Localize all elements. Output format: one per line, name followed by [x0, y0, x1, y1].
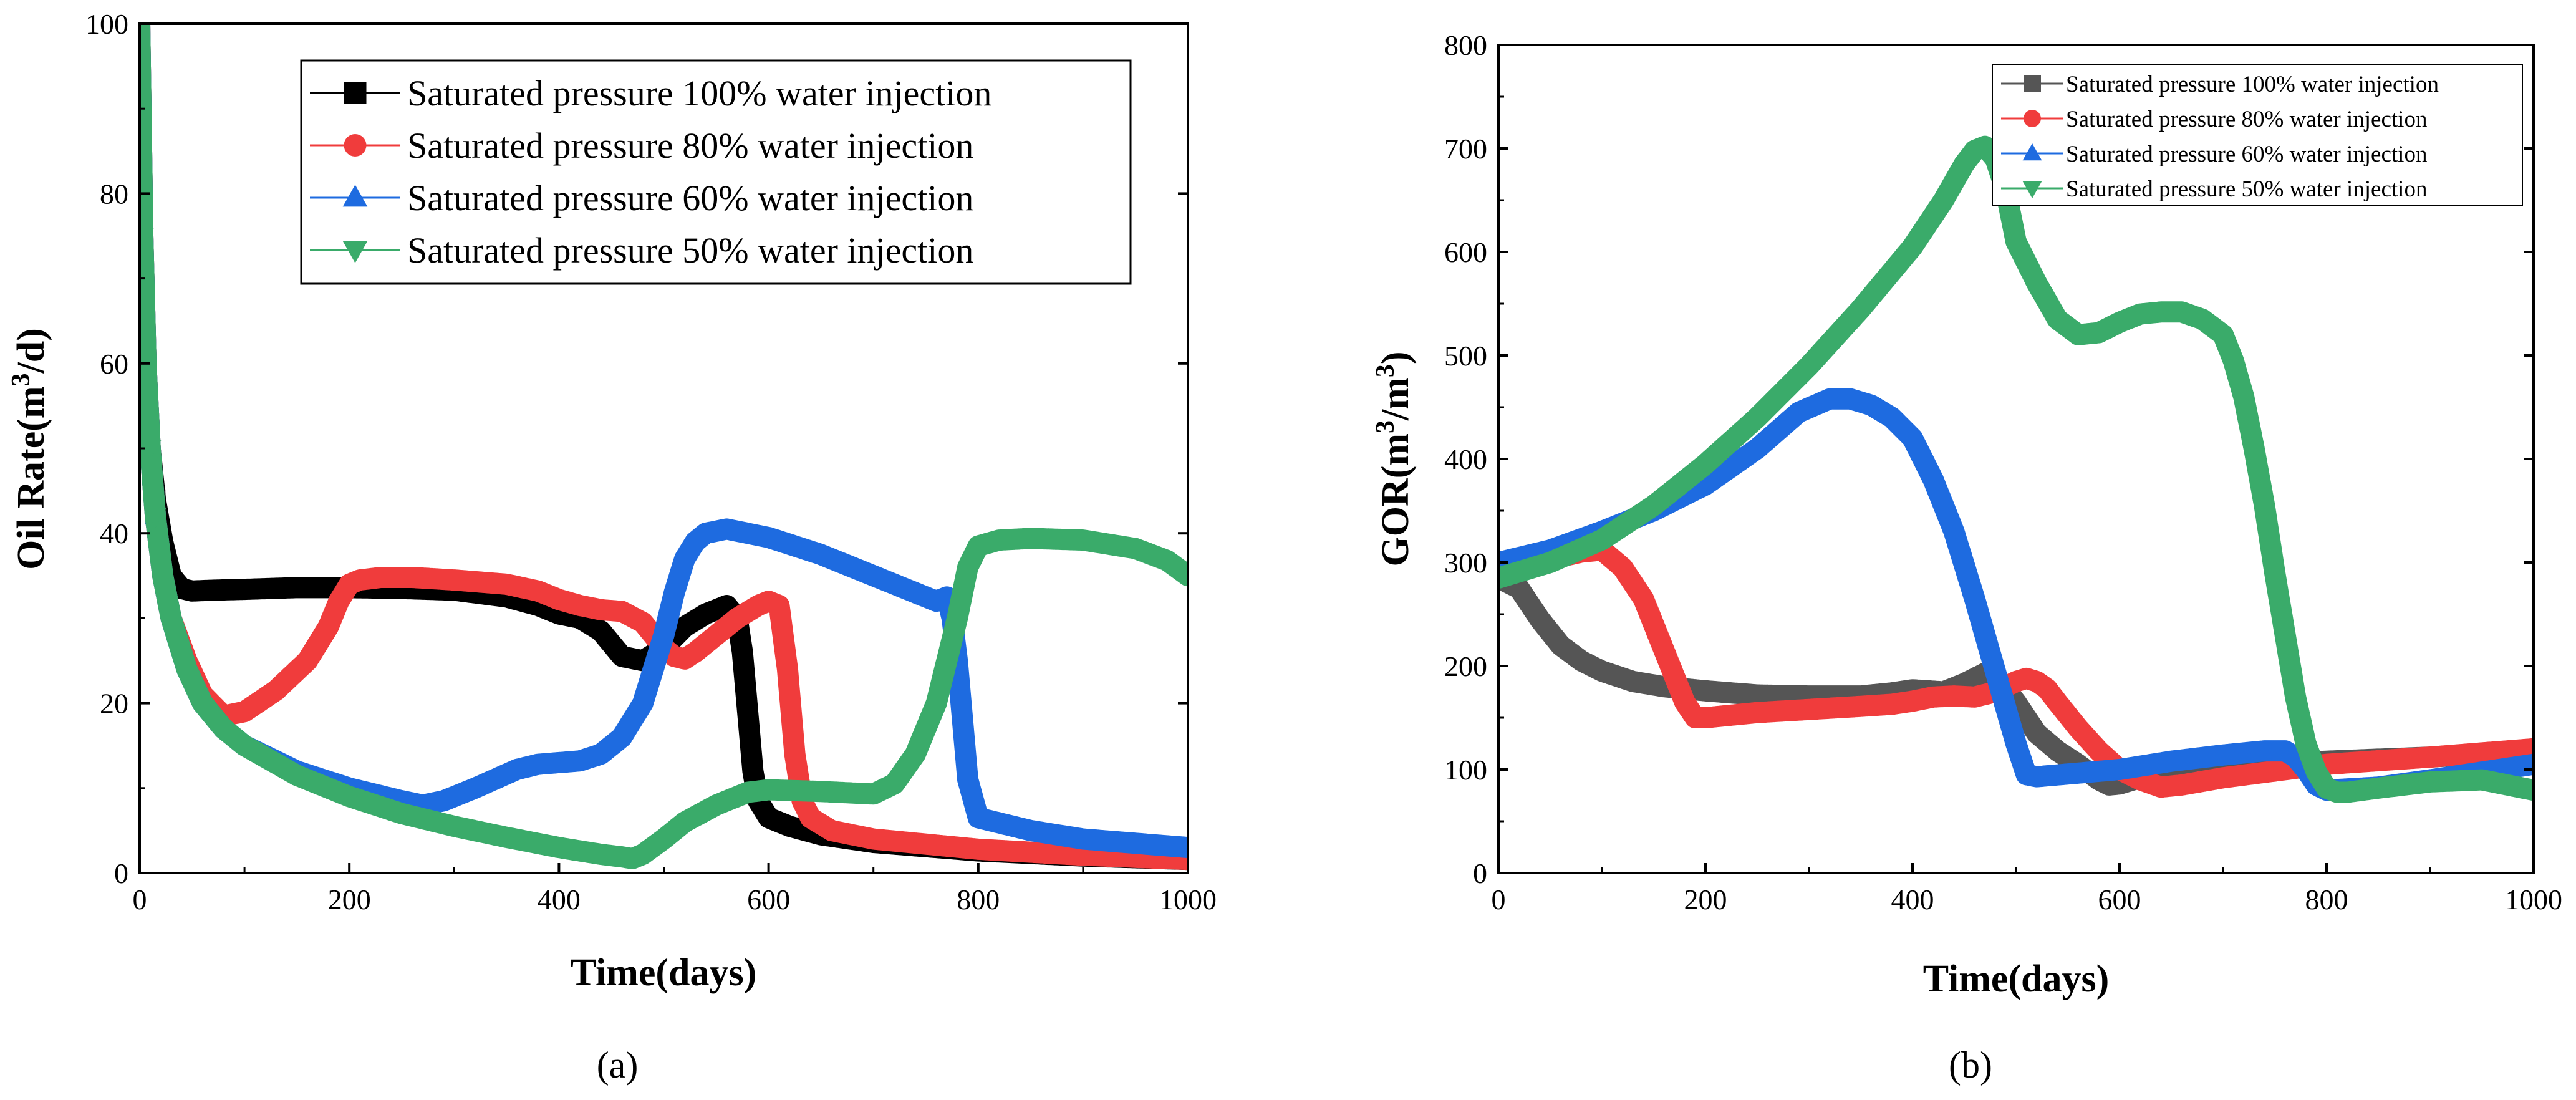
panel-a-legend-entries: Saturated pressure 100% water injection S…	[310, 73, 991, 271]
panel-b-legend-marker	[2024, 75, 2041, 92]
panel-a-x-axis-title: Time(days)	[571, 952, 757, 994]
panel-a-legend-item: Saturated pressure 80% water injection	[310, 125, 973, 166]
panel-b-yticks: 0 100 200 300 400 500 600 700 800	[1444, 29, 2534, 889]
panel-b-ytick-label: 400	[1444, 443, 1487, 475]
panel-a-ytick-label: 80	[100, 178, 128, 210]
panel-a-y-axis-title-base: Oil Rate(m	[10, 386, 52, 569]
panel-a-series-layer	[140, 24, 1188, 871]
panel-b-legend-marker	[2024, 110, 2041, 127]
panel-b-ytick-label: 800	[1444, 29, 1487, 61]
panel-a-y-axis-title-sup: 3	[7, 373, 36, 386]
panel-a-series-3-point	[140, 228, 154, 248]
panel-b-series-3	[1498, 135, 2534, 803]
panel-b-y-axis-title-sup2: 3	[1371, 364, 1400, 377]
panel-b-ytick-label: 700	[1444, 133, 1487, 165]
panel-b: 0 200 400 600 800 1000 0 100 200 300 400 500 600 700…	[1371, 29, 2562, 1086]
panel-b-ytick-label: 0	[1473, 857, 1487, 889]
panel-a-legend-marker	[342, 241, 368, 263]
panel-b-legend-label: Saturated pressure 80% water injection	[2066, 107, 2427, 132]
panel-b-y-axis-title-base: GOR(m	[1374, 433, 1417, 567]
panel-b-xticks: 0 200 400 600 800 1000	[1492, 863, 2562, 915]
panel-b-legend-entries: Saturated pressure 100% water injection S…	[2001, 72, 2439, 202]
panel-b-xtick-label: 800	[2305, 884, 2348, 915]
panel-b-xtick-label: 200	[1684, 884, 1727, 915]
panel-b-ytick-label: 200	[1444, 650, 1487, 682]
panel-b-y-axis-title-tail: )	[1374, 351, 1417, 364]
panel-b-y-axis-title: GOR(m3/m3)	[1371, 351, 1417, 566]
panel-b-legend: Saturated pressure 100% water injection S…	[1992, 64, 2523, 206]
panel-b-legend-box	[1992, 64, 2523, 206]
panel-a-legend: Saturated pressure 100% water injection S…	[300, 59, 1132, 285]
panel-b-label: (b)	[1949, 1045, 1992, 1086]
panel-b-series-1	[1498, 539, 2534, 798]
panel-b-ytick-label: 100	[1444, 754, 1487, 786]
panel-a-series-3-line	[140, 24, 1188, 869]
panel-a-series-3-point	[144, 508, 166, 528]
panel-b-xtick-label: 1000	[2505, 884, 2562, 915]
panel-a-legend-marker	[344, 134, 367, 157]
panel-b-legend-marker	[2022, 143, 2042, 161]
panel-a-legend-label: Saturated pressure 60% water injection	[407, 178, 973, 218]
panel-a-ytick-label: 40	[100, 518, 128, 549]
panel-b-series-layer	[1498, 135, 2534, 803]
panel-b-legend-label: Saturated pressure 60% water injection	[2066, 142, 2427, 167]
panel-a-legend-marker	[342, 185, 368, 207]
panel-a-ytick-label: 100	[85, 8, 128, 40]
panel-b-legend-label: Saturated pressure 100% water injection	[2066, 72, 2439, 97]
panel-b-legend-item: Saturated pressure 100% water injection	[2001, 72, 2439, 97]
panel-a-xtick-label: 200	[328, 884, 371, 915]
panel-a-yticks: 0 20 40 60 80 100	[85, 8, 1188, 889]
panel-b-legend-label: Saturated pressure 50% water injection	[2066, 176, 2427, 202]
panel-a-series-3-point	[140, 355, 157, 375]
panel-b-x-axis-title: Time(days)	[1923, 958, 2110, 1000]
panel-b-ytick-label: 300	[1444, 547, 1487, 579]
panel-a-xtick-label: 600	[747, 884, 790, 915]
panel-b-y-axis-title-mid: /m	[1374, 377, 1417, 421]
panel-a-y-axis-title: Oil Rate(m3/d)	[7, 328, 52, 570]
panel-a: 0 200 400 600 800 1000 0 20 40 60 80 100 Time(days…	[7, 8, 1217, 1086]
panel-a-y-axis-title-tail: /d)	[10, 328, 52, 374]
panel-b-y-axis-title-sup: 3	[1371, 420, 1400, 433]
panel-a-label: (a)	[597, 1045, 639, 1086]
panel-a-legend-box	[300, 59, 1132, 285]
panel-a-xtick-label: 400	[538, 884, 581, 915]
panel-a-legend-marker	[344, 82, 367, 104]
panel-b-series-1-line	[1498, 539, 2534, 798]
panel-a-legend-item: Saturated pressure 50% water injection	[310, 230, 973, 271]
panel-a-series-3-point	[140, 440, 162, 460]
panel-a-ytick-label: 0	[114, 857, 128, 889]
panel-a-xtick-label: 800	[957, 884, 1000, 915]
panel-b-xtick-label: 400	[1891, 884, 1934, 915]
panel-a-ytick-label: 60	[100, 348, 128, 380]
panel-a-legend-label: Saturated pressure 100% water injection	[407, 73, 991, 113]
panel-b-legend-marker	[2022, 181, 2042, 199]
panel-a-xtick-label: 0	[133, 884, 147, 915]
panel-a-legend-label: Saturated pressure 80% water injection	[407, 125, 973, 166]
panel-a-legend-item: Saturated pressure 100% water injection	[310, 73, 991, 113]
panel-a-legend-label: Saturated pressure 50% water injection	[407, 230, 973, 271]
panel-b-legend-item: Saturated pressure 60% water injection	[2001, 142, 2427, 167]
panel-b-xtick-label: 600	[2098, 884, 2141, 915]
panel-b-legend-item: Saturated pressure 80% water injection	[2001, 107, 2427, 132]
panel-b-legend-item: Saturated pressure 50% water injection	[2001, 176, 2427, 202]
panel-a-series-3	[140, 24, 1188, 869]
panel-b-xtick-label: 0	[1492, 884, 1506, 915]
panel-a-xticks: 0 200 400 600 800 1000	[133, 863, 1217, 915]
panel-b-ytick-label: 600	[1444, 236, 1487, 268]
panel-a-ytick-label: 20	[100, 688, 128, 720]
panel-b-series-3-line	[1498, 135, 2534, 803]
panel-a-xtick-label: 1000	[1159, 884, 1217, 915]
panel-b-ytick-label: 500	[1444, 340, 1487, 372]
panel-a-legend-item: Saturated pressure 60% water injection	[310, 178, 973, 218]
